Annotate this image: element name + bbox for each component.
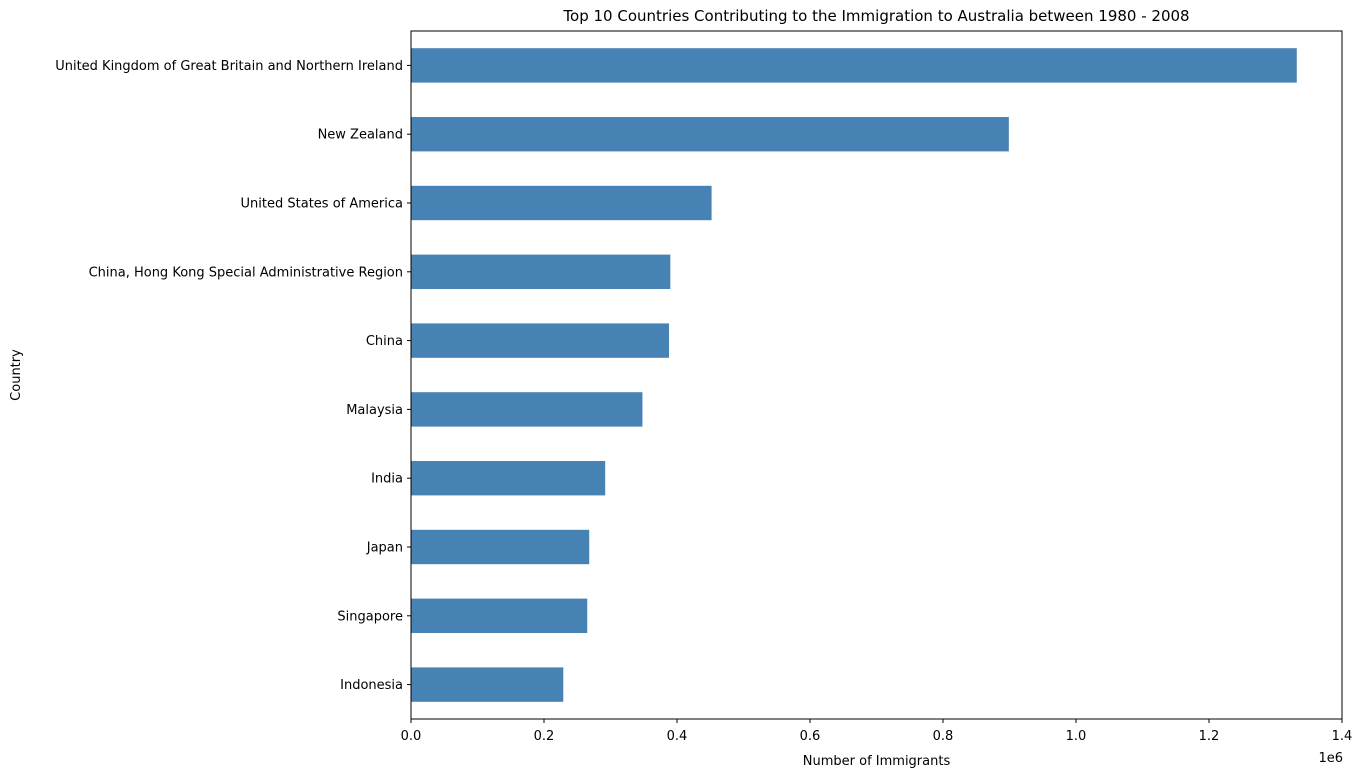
y-tick-label: India	[371, 472, 403, 487]
bar	[411, 461, 606, 496]
x-tick-label: 0.6	[800, 729, 821, 744]
x-tick-label: 0.0	[401, 729, 422, 744]
bar	[411, 48, 1297, 83]
y-tick-label: Japan	[366, 541, 403, 556]
x-axis-label: Number of Immigrants	[803, 754, 951, 769]
x-tick-label: 0.2	[534, 729, 555, 744]
x-tick-label: 1.2	[1199, 729, 1220, 744]
y-tick-label: China	[366, 334, 403, 349]
x-tick-label: 1.4	[1332, 729, 1353, 744]
plot-frame	[410, 30, 1343, 720]
x-tick-label: 0.4	[667, 729, 688, 744]
bar	[411, 323, 670, 358]
y-tick-label: Malaysia	[346, 403, 403, 418]
chart-title: Top 10 Countries Contributing to the Imm…	[562, 7, 1189, 25]
y-tick-label: Indonesia	[340, 678, 403, 693]
y-tick-label: New Zealand	[318, 128, 403, 143]
bar	[411, 598, 588, 633]
x-tick-label: 0.8	[933, 729, 954, 744]
x-tick-label: 1.0	[1066, 729, 1087, 744]
bar	[411, 117, 1009, 152]
bar	[411, 392, 643, 427]
bar	[411, 529, 590, 565]
y-tick-label: United Kingdom of Great Britain and Nort…	[55, 59, 403, 74]
bar	[411, 667, 564, 702]
y-tick-label: Singapore	[337, 609, 403, 624]
x-axis-offset-label: 1e6	[1318, 751, 1343, 766]
y-axis-label: Country	[9, 349, 24, 401]
x-axis-ticks: 0.0 0.2 0.4 0.6 0.8 1.0 1.2 1.4	[401, 719, 1353, 744]
y-axis-ticks: United Kingdom of Great Britain and Nort…	[55, 59, 411, 693]
y-tick-label: China, Hong Kong Special Administrative …	[89, 265, 403, 280]
bar	[411, 185, 712, 221]
bar	[411, 254, 671, 289]
y-tick-label: United States of America	[241, 197, 403, 212]
bars-group	[411, 48, 1297, 702]
